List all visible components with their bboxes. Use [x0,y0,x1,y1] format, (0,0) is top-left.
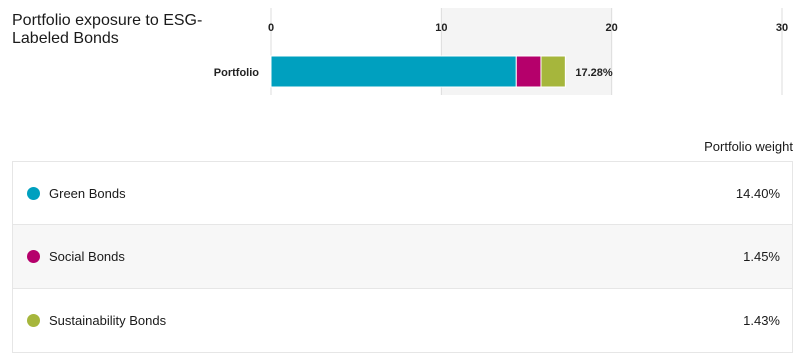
legend-label: Green Bonds [49,185,126,201]
bar-segment [270,55,517,88]
legend-table: Green Bonds 14.40% Social Bonds 1.45% Su… [12,161,793,353]
legend-value: 1.43% [743,313,780,328]
legend-value: 1.45% [743,249,780,264]
bar-segment [515,55,542,88]
x-tick-label: 10 [435,22,447,34]
legend-label: Sustainability Bonds [49,313,167,328]
exposure-bar-chart: 0 10 20 30 Portfolio 17.28% [214,8,788,95]
bar-segment [540,55,566,88]
x-tick-label: 0 [268,22,274,34]
category-label: Portfolio [214,67,259,79]
x-tick-label: 30 [776,22,788,34]
chart-title: Portfolio exposure to ESG-Labeled Bonds [12,12,203,47]
social-bonds-dot-icon [27,250,40,263]
sustainability-bonds-dot-icon [27,314,40,327]
portfolio-weight-header: Portfolio weight [704,139,793,154]
green-bonds-dot-icon [27,186,40,200]
legend-label: Social Bonds [49,249,125,264]
x-tick-label: 20 [606,22,618,34]
legend-row-green-bonds: Green Bonds 14.40% [12,161,793,225]
legend-row-sustainability-bonds: Sustainability Bonds 1.43% [12,289,793,353]
legend-row-social-bonds: Social Bonds 1.45% [12,225,793,289]
legend-value: 14.40% [735,185,780,201]
total-data-label: 17.28% [575,67,613,79]
